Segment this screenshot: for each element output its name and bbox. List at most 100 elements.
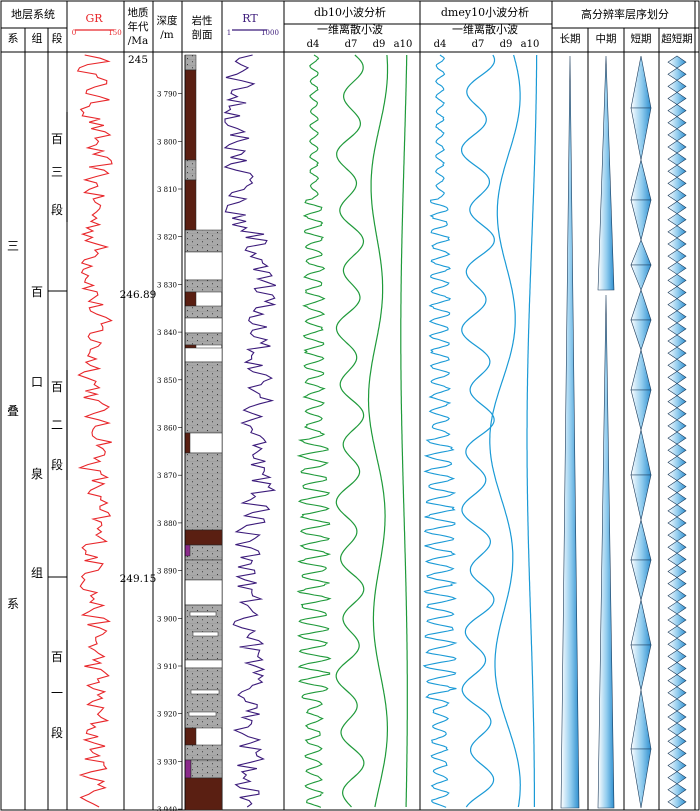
member2-char-1: 二 — [51, 418, 63, 432]
lithology-bed — [190, 689, 220, 695]
ultra-short-term-cycle — [667, 443, 687, 457]
ultra-short-term-cycle — [667, 55, 687, 69]
ultra-short-term-cycle — [667, 637, 687, 651]
depth-tick-label: 3 880 — [157, 520, 177, 528]
short-term-half-cycle — [630, 264, 652, 291]
db10-dwt-header: 一维离散小波 — [317, 22, 383, 36]
ultra-short-term-cycle — [667, 468, 687, 481]
system-char-0: 三 — [7, 239, 19, 253]
depth-tick-label: 3 810 — [157, 186, 177, 194]
member3-char-0: 百 — [51, 132, 63, 146]
short-term-half-cycle — [630, 389, 652, 431]
formation-char-1: 口 — [31, 375, 43, 389]
ultra-short-term-header: 超短期 — [661, 32, 693, 45]
gr-header: GR — [85, 12, 103, 25]
age-label-middle: 246.89 — [120, 289, 157, 301]
sequence-header: 高分辨率层序划分 — [581, 7, 669, 21]
member1-char-2: 段 — [51, 725, 63, 740]
lithology-bed — [184, 305, 223, 319]
ultra-short-term-cycle — [667, 370, 687, 384]
ultra-short-term-cycle — [667, 383, 687, 396]
depth-tick-label: 3 820 — [157, 234, 177, 242]
lithology-bed — [190, 759, 223, 779]
ultra-short-term-cycle — [667, 407, 687, 421]
lithology-bed — [184, 432, 191, 454]
db10-header: db10小波分析 — [314, 5, 386, 19]
formation-char-3: 组 — [31, 566, 43, 580]
lithology-header-line1: 岩性 — [192, 14, 213, 27]
lithology-bed — [189, 611, 217, 617]
ultra-short-term-cycle — [667, 577, 687, 591]
gr-curve — [76, 54, 113, 808]
ultra-short-term-cycle — [667, 298, 687, 312]
age-column: 245 246.89 249.15 — [120, 54, 157, 585]
lithology-bed — [184, 659, 223, 669]
short-term-half-cycle — [630, 55, 652, 109]
dmey10-d4-curve — [422, 54, 458, 808]
system-header: 系 — [8, 32, 19, 45]
formation-header: 组 — [32, 31, 43, 45]
ultra-short-term-cycle — [667, 589, 687, 603]
dmey10-a10-label: a10 — [521, 39, 540, 50]
lithology-bed — [184, 54, 197, 71]
short-term-half-cycle — [630, 239, 652, 266]
depth-tick-label: 3 800 — [157, 138, 177, 146]
ultra-short-term-cycle — [667, 225, 687, 239]
lithology-bed — [184, 559, 223, 581]
short-term-half-cycle — [630, 474, 652, 521]
member-header: 段 — [52, 31, 63, 45]
db10-a10-curve — [400, 55, 408, 807]
ultra-short-term-cycle — [667, 662, 687, 675]
ultra-short-term-cycle — [667, 710, 687, 724]
short-term-half-cycle — [630, 429, 652, 476]
depth-tick-label: 3 830 — [157, 281, 177, 289]
short-term-half-cycle — [630, 689, 652, 750]
member3-char-2: 段 — [51, 202, 63, 217]
ultra-short-term-cycle — [667, 79, 687, 93]
depth-tick-label: 3 790 — [157, 91, 177, 99]
member1-char-0: 百 — [51, 650, 63, 664]
short-term-half-cycle — [630, 349, 652, 391]
age-label-top: 245 — [128, 54, 148, 66]
formation-char-0: 百 — [31, 285, 43, 299]
ultra-short-term-cycle — [667, 152, 687, 166]
short-term-half-cycle — [630, 319, 652, 351]
lithology-header-line2: 剖面 — [192, 28, 213, 41]
lithology-bed — [184, 544, 223, 561]
ultra-short-term-cycle — [667, 516, 687, 530]
depth-tick-label: 3 850 — [157, 377, 177, 385]
ultra-short-term-cycle — [667, 771, 687, 785]
ultra-short-term-cycle — [667, 492, 687, 506]
long-term-header: 长期 — [560, 33, 581, 45]
log-curves — [76, 54, 538, 808]
ultra-short-term-cycle — [667, 783, 687, 797]
ultra-short-term-cycle — [667, 613, 687, 627]
lithology-bed — [184, 344, 197, 349]
medium-term-cycle — [597, 294, 615, 809]
ultra-short-term-cycle — [667, 273, 687, 287]
depth-tick-label: 3 940 — [157, 806, 177, 811]
ultra-short-term-cycle — [667, 128, 687, 142]
lithology-bed — [184, 744, 223, 761]
lithology-bed — [184, 361, 223, 434]
ultra-short-term-cycle — [667, 455, 687, 469]
depth-header-line1: 深度 — [157, 14, 178, 27]
ultra-short-term-cycle — [667, 201, 687, 215]
dmey10-dwt-header: 一维离散小波 — [452, 22, 518, 36]
ultra-short-term-cycle — [667, 261, 687, 275]
member1-char-1: 一 — [51, 686, 63, 700]
rt-curve — [223, 54, 277, 808]
lithology-bed — [184, 317, 223, 334]
ultra-short-term-cycle — [667, 504, 687, 518]
member3-char-1: 三 — [51, 165, 63, 179]
short-term-half-cycle — [630, 748, 652, 809]
lithology-bed — [192, 631, 219, 637]
ultra-short-term-cycle — [667, 116, 687, 130]
ultra-short-term-cycle — [667, 213, 687, 227]
dmey10-header: dmey10小波分析 — [441, 5, 529, 19]
lithology-bed — [184, 529, 223, 546]
ultra-short-term-cycle — [667, 176, 687, 190]
lithology-column — [184, 54, 223, 811]
ultra-short-term-cycle — [667, 674, 687, 688]
ultra-short-term-cycle — [667, 164, 687, 178]
